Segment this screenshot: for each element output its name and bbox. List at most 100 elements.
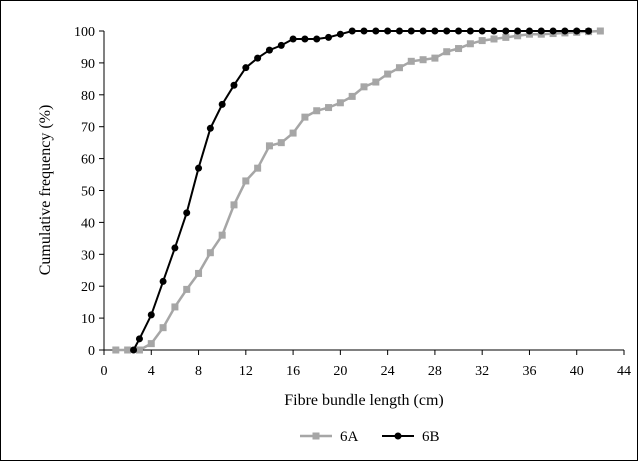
data-point-6B xyxy=(336,30,344,38)
data-point-6A xyxy=(289,129,297,137)
data-point-6A xyxy=(124,346,132,354)
y-tick-label: 0 xyxy=(88,344,95,359)
x-tick-label: 4 xyxy=(148,364,155,379)
data-point-6A xyxy=(336,99,344,107)
x-tick-label: 16 xyxy=(286,364,300,379)
series-line-6A xyxy=(115,29,601,352)
series-line-6B xyxy=(132,30,589,351)
data-point-6B xyxy=(301,35,309,43)
data-point-6B xyxy=(478,27,486,35)
data-point-6A xyxy=(478,37,486,45)
x-tick-label: 36 xyxy=(522,364,536,379)
data-point-6B xyxy=(431,27,439,35)
x-axis-label: Fibre bundle length (cm) xyxy=(284,392,444,409)
data-point-6B xyxy=(159,277,167,285)
data-point-6A xyxy=(395,64,403,72)
data-point-6B xyxy=(171,244,179,252)
y-tick-label: 20 xyxy=(81,280,95,295)
data-point-6A xyxy=(431,54,439,62)
legend-marker-6B xyxy=(394,432,402,440)
data-point-6B xyxy=(561,27,569,35)
data-point-6A xyxy=(502,33,510,41)
data-point-6A xyxy=(254,164,262,172)
data-point-6B xyxy=(130,346,138,354)
data-point-6B xyxy=(218,100,226,108)
data-point-6B xyxy=(135,335,143,343)
legend-label-6A: 6A xyxy=(340,429,359,445)
data-point-6B xyxy=(265,46,273,54)
data-point-6B xyxy=(525,27,533,35)
data-point-6B xyxy=(242,64,250,72)
x-tick-label: 44 xyxy=(617,364,631,379)
data-point-6A xyxy=(348,92,356,100)
legend-item-6B: 6B xyxy=(382,429,440,445)
data-point-6B xyxy=(384,27,392,35)
x-tick-label: 40 xyxy=(570,364,584,379)
data-point-6B xyxy=(206,124,214,132)
legend-marker-6A xyxy=(312,432,320,440)
data-point-6A xyxy=(230,201,238,209)
y-tick-label: 10 xyxy=(81,312,95,327)
data-point-6B xyxy=(360,27,368,35)
x-tick-label: 0 xyxy=(101,364,108,379)
data-point-6A xyxy=(183,285,191,293)
y-tick-label: 90 xyxy=(81,57,95,72)
data-point-6B xyxy=(443,27,451,35)
data-point-6A xyxy=(596,27,604,35)
data-point-6A xyxy=(147,340,155,348)
x-tick-label: 20 xyxy=(333,364,347,379)
x-tick-label: 24 xyxy=(381,364,395,379)
series-6A xyxy=(112,27,604,354)
data-point-6B xyxy=(325,33,333,41)
data-point-6B xyxy=(277,41,285,49)
data-point-6B xyxy=(183,209,191,217)
legend-item-6A: 6A xyxy=(300,429,359,445)
data-point-6B xyxy=(230,81,238,89)
data-point-6A xyxy=(206,249,214,257)
data-point-6B xyxy=(573,27,581,35)
data-point-6A xyxy=(384,70,392,78)
data-point-6A xyxy=(466,40,474,48)
data-point-6B xyxy=(348,27,356,35)
x-tick-label: 32 xyxy=(475,364,489,379)
data-point-6A xyxy=(218,231,226,239)
y-tick-label: 70 xyxy=(81,121,95,136)
x-tick-label: 28 xyxy=(428,364,442,379)
y-axis-label: Cumulative frequency (%) xyxy=(37,105,54,276)
data-point-6A xyxy=(159,324,167,332)
y-tick-label: 100 xyxy=(74,25,95,40)
data-point-6A xyxy=(313,107,321,115)
legend-label-6B: 6B xyxy=(422,429,440,445)
y-tick-label: 50 xyxy=(81,185,95,200)
data-point-6B xyxy=(585,27,593,35)
y-tick-label: 80 xyxy=(81,89,95,104)
data-point-6B xyxy=(490,27,498,35)
data-point-6A xyxy=(490,35,498,43)
data-point-6A xyxy=(135,346,143,354)
axes: 0 10 20 30 40 50 60 70 80 90 100 0 4 8 12 16 20 24 28 32 36 4… xyxy=(74,25,631,379)
data-point-6B xyxy=(313,35,321,43)
data-point-6B xyxy=(289,35,297,43)
data-point-6A xyxy=(171,303,179,311)
data-point-6A xyxy=(372,78,380,86)
data-point-6B xyxy=(537,27,545,35)
data-point-6A xyxy=(301,113,309,121)
data-point-6A xyxy=(195,269,203,277)
data-point-6B xyxy=(455,27,463,35)
y-tick-label: 60 xyxy=(81,153,95,168)
data-point-6A xyxy=(455,45,463,53)
y-tick-label: 30 xyxy=(81,248,95,263)
data-point-6A xyxy=(265,142,273,150)
data-point-6B xyxy=(407,27,415,35)
data-point-6B xyxy=(466,27,474,35)
data-point-6B xyxy=(502,27,510,35)
data-point-6A xyxy=(360,83,368,91)
data-point-6A xyxy=(325,104,333,112)
x-tick-label: 8 xyxy=(195,364,202,379)
y-tick-label: 40 xyxy=(81,216,95,231)
data-point-6B xyxy=(195,164,203,172)
data-point-6A xyxy=(514,32,522,40)
data-point-6B xyxy=(395,27,403,35)
